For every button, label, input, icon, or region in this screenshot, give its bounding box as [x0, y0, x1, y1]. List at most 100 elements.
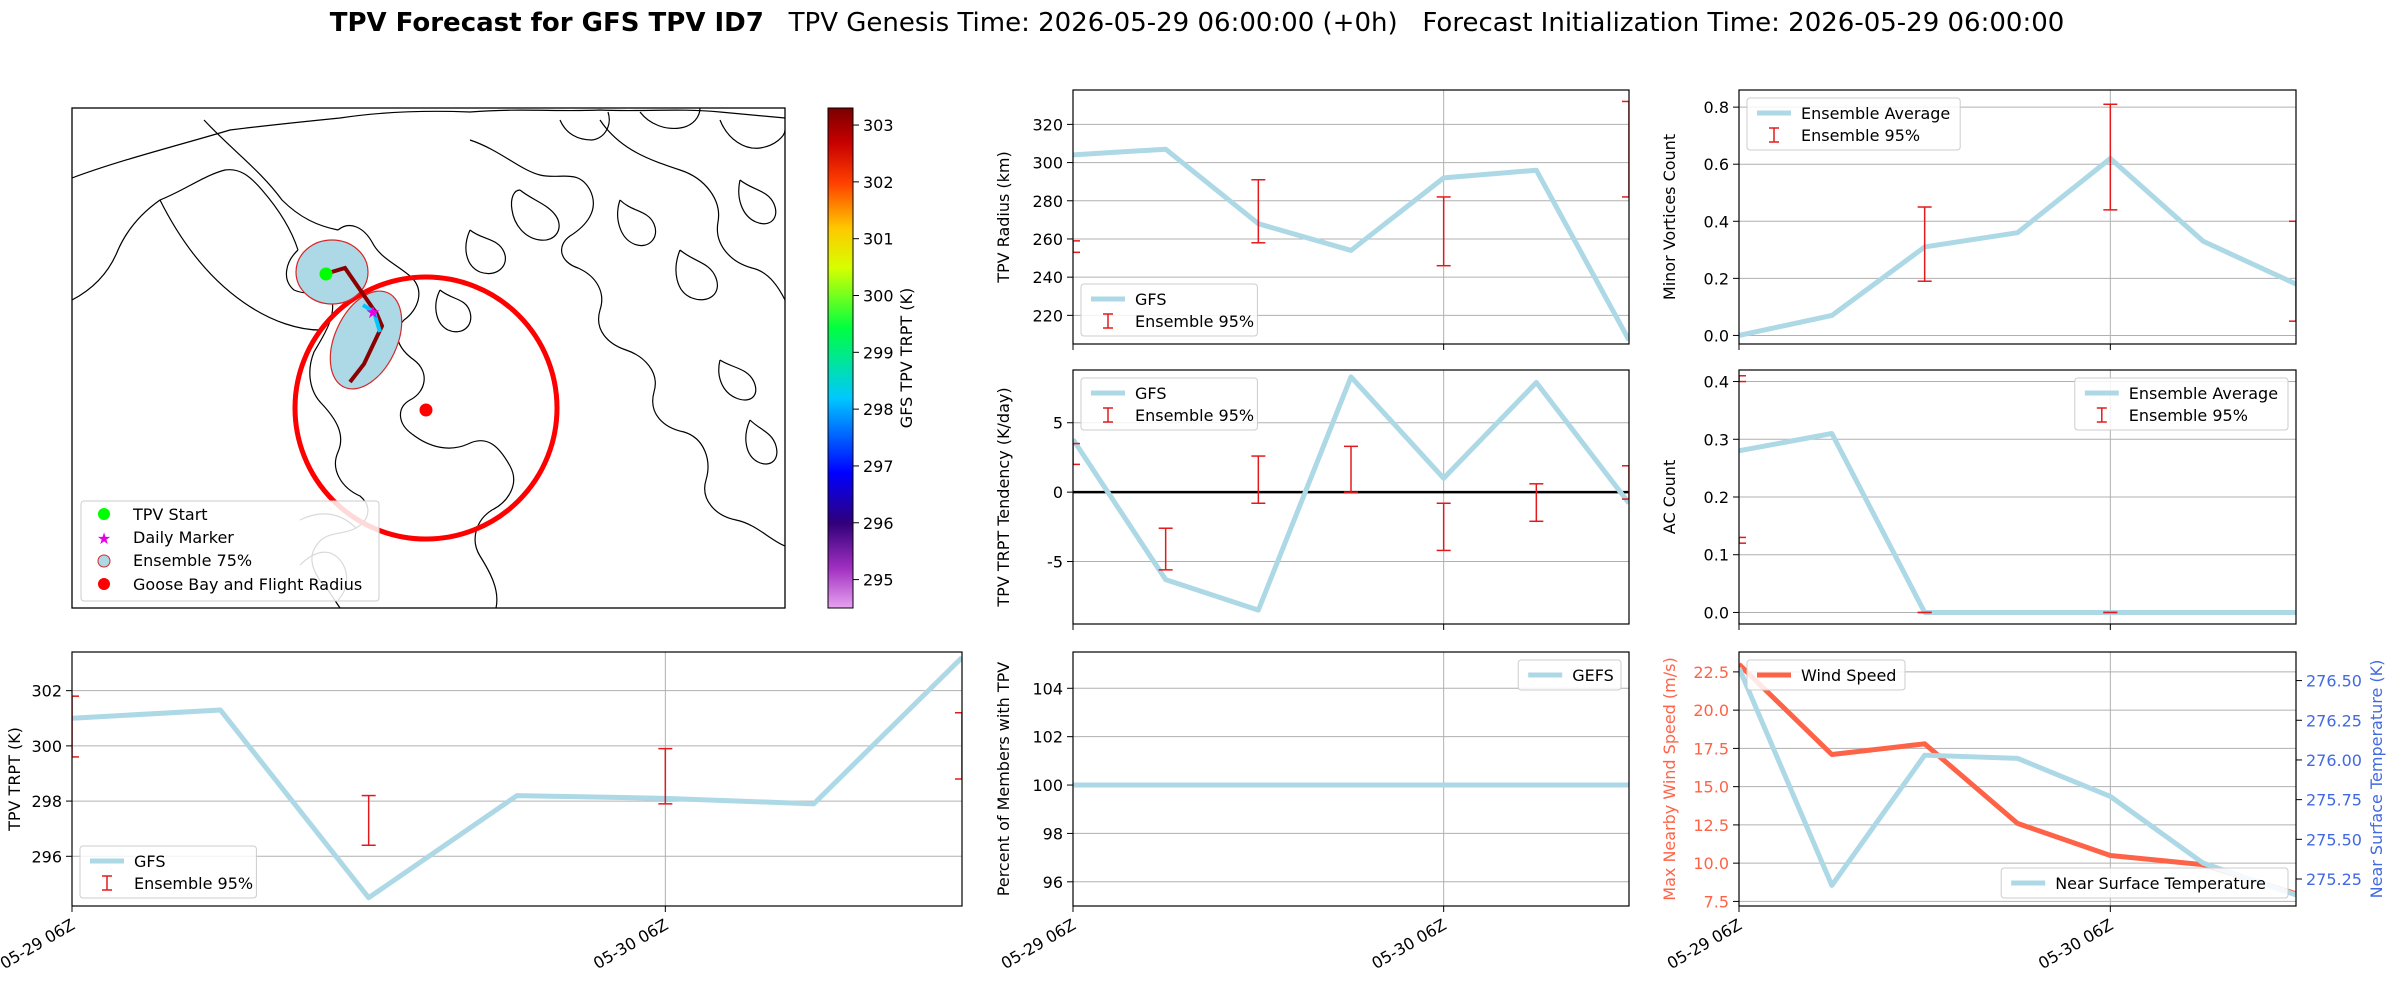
colorbar-tick-label: 299 [863, 343, 894, 362]
legend-goose-bay-symbol [98, 578, 110, 590]
errorbar [1739, 375, 1746, 383]
y-tick-label: 320 [1032, 115, 1063, 134]
chart-wind: 7.5 10.0 12.5 15.0 17.5 20.0 22.5 Max Nearby Wi… [1660, 651, 2386, 973]
y-axis-label: TPV Radius (km) [994, 151, 1013, 284]
x-tick-label: 05-29 06Z [998, 915, 1079, 973]
colorbar-tick-label: 301 [863, 230, 894, 249]
legend-ensemble-symbol [97, 554, 111, 568]
map-panel: ★ ★ TPV Start Daily Marker Ensemble 75% … [71, 107, 916, 609]
errorbar [1436, 196, 1451, 267]
y2-tick-label: 275.50 [2306, 830, 2362, 849]
y2-tick-label: 275.75 [2306, 791, 2362, 810]
y-tick-label: 220 [1032, 306, 1063, 325]
errorbar [1251, 455, 1266, 504]
y-tick-label: 0.4 [1704, 212, 1729, 231]
legend-label: Near Surface Temperature [2055, 874, 2266, 893]
chart-percent: 96 98 100 102 104 Percent of Members with TPV… [994, 651, 1630, 973]
y-tick-label: 12.5 [1693, 816, 1729, 835]
chart-tendency: -5 0 5 TPV TRPT Tendency (K/day) GFS Ensemble… [994, 369, 1630, 630]
errorbar [361, 794, 376, 847]
legend-box [1080, 283, 1258, 337]
legend-label: GFS [1135, 290, 1166, 309]
errorbar [2103, 103, 2118, 211]
y-tick-label: 0.0 [1704, 603, 1729, 622]
legend-label: TPV Start [132, 505, 208, 524]
y-tick-label: 0.6 [1704, 155, 1729, 174]
ensemble-75-area [329, 290, 403, 390]
legend-label: Ensemble 75% [133, 551, 252, 570]
panel-legend: Wind Speed [1746, 659, 1906, 691]
legend-label: GFS [134, 852, 165, 871]
chart-radius: 220 240 260 280 300 320 TPV Radius (km) GFS Ense… [994, 89, 1630, 350]
colorbar-tick-label: 303 [863, 116, 894, 135]
legend-label: Daily Marker [133, 528, 234, 547]
y-tick-label: 280 [1032, 192, 1063, 211]
y-tick-label: 22.5 [1693, 663, 1729, 682]
legend-label: GFS [1135, 384, 1166, 403]
plot-frame [1072, 89, 1630, 345]
y-tick-label: 0 [1053, 483, 1063, 502]
y-tick-label: 260 [1032, 230, 1063, 249]
errorbar [72, 695, 79, 758]
x-tick-label: 05-30 06Z [2035, 915, 2116, 973]
series-line-ensemble-average [1739, 155, 2296, 338]
y-tick-label: 296 [31, 847, 62, 866]
y-tick-label: 0.4 [1704, 373, 1729, 392]
errorbar [1622, 100, 1629, 198]
y-axis-label: Max Nearby Wind Speed (m/s) [1660, 657, 1679, 900]
legend-label: GEFS [1572, 666, 1614, 685]
colorbar-gradient [827, 107, 854, 609]
x-tick-label: 05-30 06Z [1368, 915, 1449, 973]
y-axis-label: Percent of Members with TPV [994, 662, 1013, 896]
legend-box [2000, 867, 2289, 899]
y-axis-label: Minor Vortices Count [1660, 134, 1679, 300]
y-tick-label: 302 [31, 682, 62, 701]
plot-content [1739, 375, 2296, 615]
legend-tpv-start-symbol [98, 508, 110, 520]
panel-legend: GFS Ensemble 95% [79, 845, 257, 899]
y-tick-label: 96 [1043, 873, 1063, 892]
colorbar-tick-label: 298 [863, 400, 894, 419]
colorbar-tick-label: 302 [863, 173, 894, 192]
y-tick-label: 300 [1032, 154, 1063, 173]
legend-daily-marker-symbol: ★ [97, 529, 111, 548]
legend-label: Ensemble 95% [1135, 312, 1254, 331]
y-tick-label: 0.8 [1704, 98, 1729, 117]
legend-box [1746, 659, 1906, 691]
series-line-gfs [72, 655, 962, 901]
y-tick-label: 100 [1032, 776, 1063, 795]
colorbar-tick-label: 300 [863, 287, 894, 306]
legend-box [1517, 659, 1622, 691]
legend-label: Goose Bay and Flight Radius [133, 575, 362, 594]
errorbar [1917, 206, 1932, 282]
errorbar [658, 747, 673, 805]
line-panels: 220 240 260 280 300 320 TPV Radius (km) GFS Ense… [0, 89, 2386, 973]
series-line-ensemble-average [1739, 431, 2296, 615]
y-tick-label: 0.2 [1704, 488, 1729, 507]
y2-tick-label: 275.25 [2306, 870, 2362, 889]
legend-label: Ensemble 95% [2129, 406, 2248, 425]
y-axis-label: TPV TRPT Tendency (K/day) [994, 387, 1013, 607]
panel-legend: GEFS [1517, 659, 1622, 691]
colorbar-tick-label: 296 [863, 514, 894, 533]
y-tick-label: 7.5 [1704, 892, 1729, 911]
errorbar [2289, 220, 2296, 322]
y-tick-label: 104 [1032, 679, 1063, 698]
colorbar-tick-label: 297 [863, 457, 894, 476]
x-tick-label: 05-30 06Z [590, 915, 671, 973]
y-tick-label: 300 [31, 737, 62, 756]
plot-frame [1072, 651, 1630, 907]
y-axis-label: TPV TRPT (K) [5, 727, 24, 832]
x-tick-label: 05-29 06Z [0, 915, 78, 973]
y-tick-label: 0.3 [1704, 430, 1729, 449]
series-line-gfs [1073, 146, 1629, 342]
panel-legend: Ensemble Average Ensemble 95% [1746, 97, 1961, 151]
errorbar [1436, 502, 1451, 552]
plot-content [1073, 374, 1629, 613]
legend-label: Ensemble 95% [134, 874, 253, 893]
y-tick-label: 298 [31, 792, 62, 811]
y-tick-label: 17.5 [1693, 739, 1729, 758]
errorbar [1073, 240, 1080, 254]
legend-box [1080, 377, 1258, 431]
